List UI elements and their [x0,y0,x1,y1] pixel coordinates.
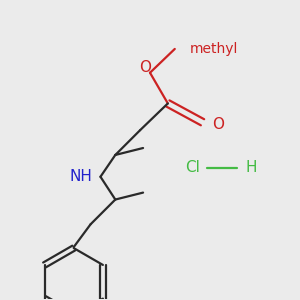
Text: O: O [139,60,151,75]
Text: NH: NH [70,169,92,184]
Text: O: O [212,117,224,132]
Text: H: H [245,160,256,175]
Text: Cl: Cl [185,160,200,175]
Text: methyl: methyl [190,42,238,56]
